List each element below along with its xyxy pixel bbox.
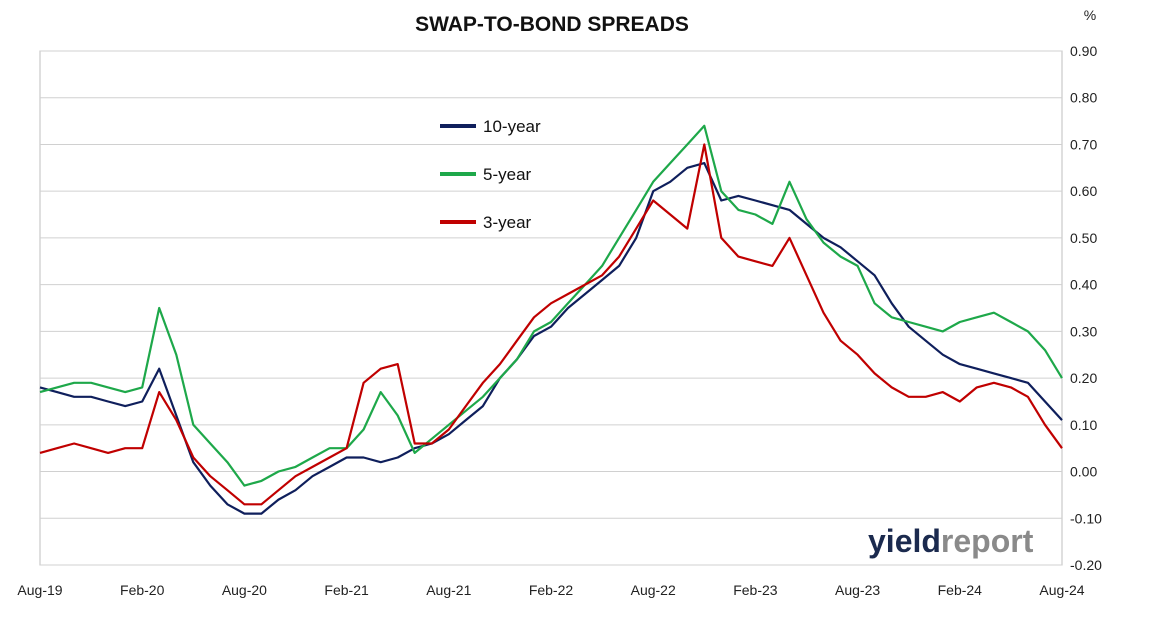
x-tick-label: Feb-23 [733,582,778,598]
y-tick-label: 0.60 [1070,183,1097,199]
gridlines [40,50,1062,566]
logo-text-report: report [941,523,1034,559]
y-tick-label: 0.80 [1070,90,1097,106]
y-tick-label: 0.00 [1070,464,1097,480]
series-line-10-year [39,162,1063,515]
yieldreport-logo: yieldreport [868,523,1034,559]
legend: 10-year 5-year 3-year [440,117,541,232]
y-tick-label: -0.20 [1070,557,1102,573]
x-tick-label: Aug-20 [222,582,267,598]
y-tick-label: 0.20 [1070,370,1097,386]
legend-label: 3-year [483,213,532,232]
series-line-5-year [39,124,1063,487]
y-tick-label: 0.30 [1070,323,1097,339]
y-tick-label: 0.40 [1070,277,1097,293]
x-tick-label: Aug-22 [631,582,676,598]
y-tick-label: -0.10 [1070,510,1102,526]
y-axis-unit: % [1084,7,1096,23]
chart-title: SWAP-TO-BOND SPREADS [415,13,689,36]
x-tick-label: Aug-21 [426,582,471,598]
x-tick-label: Aug-23 [835,582,880,598]
x-tick-label: Feb-21 [324,582,369,598]
legend-label: 5-year [483,165,532,184]
series-line-3-year [39,143,1063,506]
y-axis-tick-labels: 0.90 0.80 0.70 0.60 0.50 0.40 0.30 0.20 0.10 0.00… [1070,43,1102,573]
x-tick-label: Feb-22 [529,582,574,598]
y-tick-label: 0.90 [1070,43,1097,59]
y-tick-label: 0.70 [1070,136,1097,152]
x-axis-tick-labels: Aug-19 Feb-20 Aug-20 Feb-21 Aug-21 Feb-22 Aug-… [17,582,1084,598]
logo-text-yield: yield [868,523,941,559]
svg-text:yieldreport: yieldreport [868,523,1034,559]
x-tick-label: Feb-20 [120,582,165,598]
x-tick-label: Aug-19 [17,582,62,598]
y-tick-label: 0.50 [1070,230,1097,246]
x-tick-label: Aug-24 [1039,582,1084,598]
plot-area [39,50,1063,566]
x-tick-label: Feb-24 [938,582,983,598]
y-tick-label: 0.10 [1070,417,1097,433]
legend-label: 10-year [483,117,541,136]
series-lines [39,124,1063,515]
